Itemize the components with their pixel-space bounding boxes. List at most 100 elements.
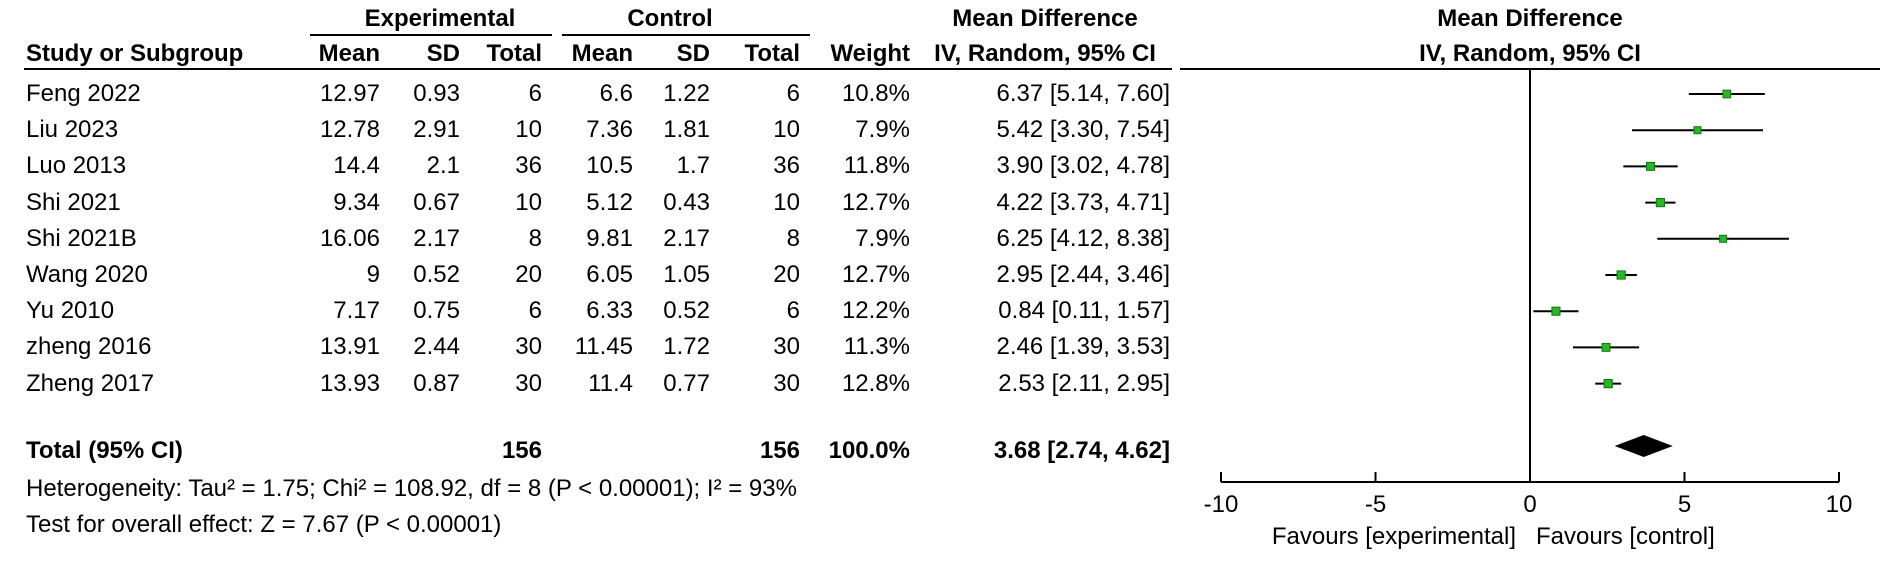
md-ci: 0.84 [0.11, 1.57] [998,297,1170,325]
ctl-mean: 5.12 [586,188,633,216]
md-ci: 2.95 [2.44, 3.46] [996,261,1170,288]
weight: 11.8% [843,152,910,180]
exp-sd: 2.1 [426,152,460,180]
total-weight: 100.0% [828,437,910,464]
ctl-mean: 6.05 [586,261,633,288]
col-study: Study or Subgroup [26,40,244,67]
col-exp-sd: SD [426,40,460,67]
plot-header-title: Mean Difference [1437,5,1623,32]
weight: 11.3% [843,333,910,361]
exp-total: 6 [528,80,542,107]
study-marker [1693,126,1702,135]
ctl-mean: 11.45 [574,333,633,361]
md-ci: 2.53 [2.11, 2.95] [998,369,1170,397]
ctl-sd: 1.22 [663,80,710,107]
ctl-sd: 1.7 [676,152,710,180]
ctl-total: 30 [773,369,800,397]
ctl-total: 36 [773,152,800,180]
exp-total: 20 [515,261,542,288]
weight: 12.2% [841,297,910,325]
experimental-underline [310,34,552,36]
col-md-ci: IV, Random, 95% CI [934,40,1156,67]
ctl-mean: 6.33 [586,297,633,325]
total-exp-total: 156 [501,437,542,464]
total-label: Total (95% CI) [26,437,183,464]
ctl-sd: 1.81 [663,116,710,144]
ctl-mean: 11.4 [588,369,633,397]
study-name: Shi 2021B [26,224,137,252]
control-group-header: Control [627,5,713,32]
x-tick-label: 5 [1678,491,1691,518]
x-tick-label: -5 [1365,491,1386,518]
ctl-mean: 7.36 [586,116,633,144]
study-name: Zheng 2017 [26,369,155,397]
overall-effect-text: Test for overall effect: Z = 7.67 (P < 0… [26,511,502,538]
exp-total: 6 [528,297,542,325]
col-ctl-total: Total [744,40,800,67]
forest-plot: -10 -5 0 5 10 Favours [experimental] Favours [… [1204,68,1853,550]
ctl-total: 10 [773,116,800,144]
total-ci: 3.68 [2.74, 4.62] [993,437,1170,464]
ctl-total: 10 [773,188,800,216]
weight: 12.7% [841,188,910,216]
study-name: Luo 2013 [26,152,127,180]
study-marker [1551,306,1561,316]
ctl-sd: 0.43 [663,188,710,216]
exp-sd: 0.75 [413,297,460,325]
experimental-group-header: Experimental [364,5,516,32]
header-rule-left [24,68,1172,70]
ctl-total: 8 [786,224,800,252]
study-name: Liu 2023 [26,116,119,144]
md-ci: 2.46 [1.39, 3.53] [996,333,1170,361]
ctl-total: 6 [786,297,800,325]
favours-left-label: Favours [experimental] [1272,523,1516,550]
exp-sd: 2.17 [413,224,460,252]
ctl-sd: 0.77 [663,369,710,397]
exp-total: 36 [515,152,542,180]
exp-sd: 0.52 [413,261,460,288]
md-ci: 4.22 [3.73, 4.71] [996,188,1170,216]
col-ctl-sd: SD [676,40,710,67]
exp-mean: 16.06 [319,224,380,252]
weight: 7.9% [855,224,910,252]
md-ci: 5.42 [3.30, 7.54] [996,116,1170,144]
exp-total: 10 [515,188,542,216]
study-marker [1646,161,1655,171]
study-marker [1601,342,1611,352]
ctl-mean: 10.5 [586,152,633,180]
col-exp-mean: Mean [318,40,380,67]
study-name: Yu 2010 [26,297,115,325]
weight: 7.9% [855,116,910,144]
ctl-sd: 1.05 [663,261,710,288]
md-header-title: Mean Difference [952,5,1138,32]
col-weight: Weight [830,40,910,67]
x-tick-label: -10 [1204,491,1239,518]
study-name: Wang 2020 [26,261,148,288]
weight: 12.7% [841,261,910,288]
control-underline [562,34,810,36]
study-marker [1603,378,1613,389]
ctl-total: 20 [773,261,800,288]
ctl-sd: 2.17 [663,224,710,252]
exp-sd: 2.44 [413,333,460,361]
ctl-sd: 1.72 [663,333,710,361]
plot-header-subtitle: IV, Random, 95% CI [1419,40,1641,67]
favours-right-label: Favours [control] [1536,523,1715,550]
study-marker [1722,89,1732,99]
weight: 10.8% [841,80,910,107]
exp-mean: 12.78 [319,116,380,144]
exp-mean: 13.91 [319,333,380,361]
md-ci: 6.25 [4.12, 8.38] [996,224,1170,252]
x-tick-label: 10 [1826,491,1853,518]
study-name: Feng 2022 [26,80,141,107]
exp-mean: 7.17 [333,297,380,325]
total-ctl-total: 156 [759,437,800,464]
study-marker [1719,234,1728,243]
md-ci: 3.90 [3.02, 4.78] [996,152,1170,180]
exp-mean: 12.97 [319,80,380,107]
col-ctl-mean: Mean [571,40,633,67]
study-name: Shi 2021 [26,188,121,216]
exp-total: 30 [515,369,542,397]
exp-total: 8 [528,224,542,252]
pooled-diamond [1614,435,1673,457]
